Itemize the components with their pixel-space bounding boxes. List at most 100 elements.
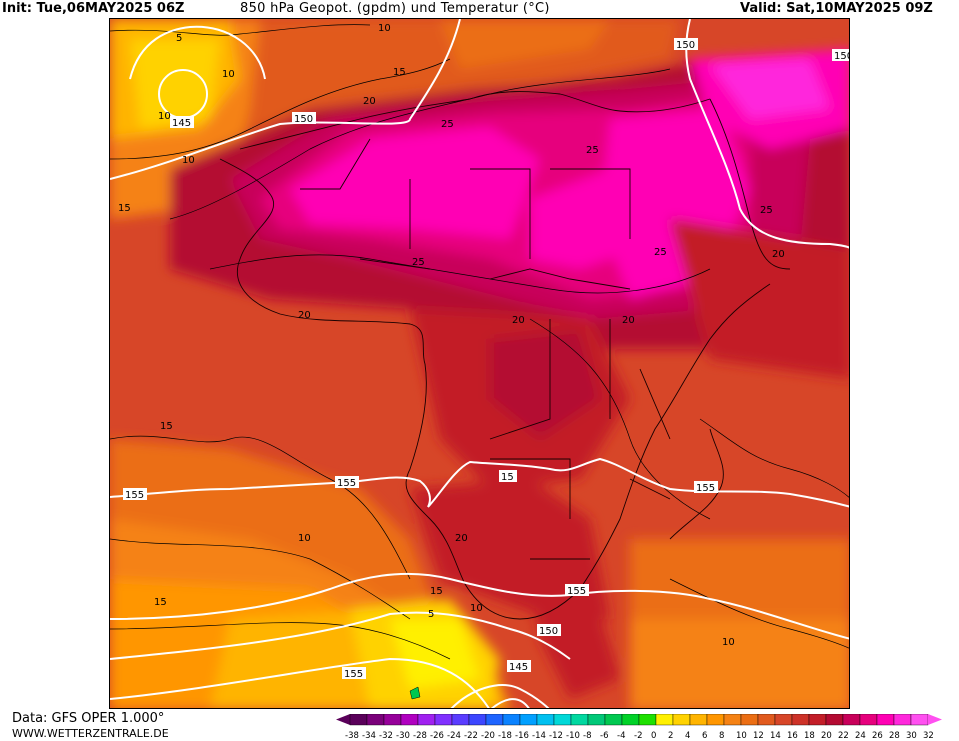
geo-label: 155	[335, 476, 359, 489]
data-source: Data: GFS OPER 1.000°	[12, 711, 165, 726]
temp-label: 25	[441, 119, 454, 130]
geo-label: 155	[694, 481, 718, 494]
temp-label: 15	[160, 421, 173, 432]
temp-label: 20	[363, 96, 376, 107]
scale-color-box	[417, 714, 436, 726]
temp-label: 15	[430, 586, 443, 597]
scale-tick-label: 20	[821, 731, 832, 741]
geo-label: 150	[832, 49, 850, 62]
temp-label: 25	[586, 145, 599, 156]
scale-color-box	[502, 714, 521, 726]
scale-tick-label: 8	[719, 731, 724, 741]
svg-text:150: 150	[294, 114, 313, 125]
temp-label: 10	[298, 533, 311, 544]
cold-spot	[409, 686, 421, 700]
scale-color-box	[757, 714, 776, 726]
scale-tick-label: -32	[379, 731, 393, 741]
scale-color-box	[604, 714, 623, 726]
scale-tick-label: -28	[413, 731, 427, 741]
scale-color-box	[536, 714, 555, 726]
website-link[interactable]: WWW.WETTERZENTRALE.DE	[12, 727, 169, 740]
scale-tick-label: 6	[702, 731, 707, 741]
temp-label: 20	[622, 315, 635, 326]
svg-text:145: 145	[509, 662, 528, 673]
scale-tick-label: 0	[651, 731, 656, 741]
scale-tick-label: -12	[549, 731, 563, 741]
geo-label: 155	[565, 584, 589, 597]
temperature-shading	[110, 19, 849, 708]
scale-color-box	[689, 714, 708, 726]
temp-label: 25	[654, 247, 667, 258]
scale-tick-label: 24	[855, 731, 866, 741]
temp-label: 10	[470, 603, 483, 614]
map-canvas: 145 150 150 150 155 155 155 155 150 145 …	[110, 19, 850, 708]
scale-tick-label: -4	[617, 731, 625, 741]
scale-color-box	[519, 714, 538, 726]
svg-text:155: 155	[567, 586, 586, 597]
temp-label: 10	[222, 69, 235, 80]
temperature-contours	[110, 24, 849, 660]
temp-label: 20	[455, 533, 468, 544]
scale-color-box	[842, 714, 861, 726]
geo-label: 150	[674, 38, 698, 51]
scale-tick-label: 18	[804, 731, 815, 741]
scale-color-box	[706, 714, 725, 726]
geo-label: 15	[499, 470, 517, 483]
init-time: Init: Tue,06MAY2025 06Z	[2, 1, 185, 16]
scale-tick-label: -22	[464, 731, 478, 741]
svg-text:150: 150	[834, 51, 850, 62]
scale-tick-label: -8	[583, 731, 591, 741]
scale-color-box	[740, 714, 759, 726]
scale-tick-label: -20	[481, 731, 495, 741]
scale-color-box	[859, 714, 878, 726]
scale-color-box	[723, 714, 742, 726]
scale-color-box	[468, 714, 487, 726]
scale-tick-label: 22	[838, 731, 849, 741]
temp-label: 25	[760, 205, 773, 216]
scale-color-box	[808, 714, 827, 726]
footer: Data: GFS OPER 1.000° WWW.WETTERZENTRALE…	[0, 710, 959, 741]
svg-text:145: 145	[172, 118, 191, 129]
temp-label: 20	[772, 249, 785, 260]
scale-tick-label: -14	[532, 731, 546, 741]
temp-label: 10	[722, 637, 735, 648]
temp-label: 5	[176, 33, 182, 44]
temp-label: 15	[154, 597, 167, 608]
temp-label: 10	[182, 155, 195, 166]
temp-label: 20	[298, 310, 311, 321]
scale-tick-label: -18	[498, 731, 512, 741]
geo-label: 145	[170, 116, 194, 129]
scale-color-box	[621, 714, 640, 726]
temp-label: 10	[378, 23, 391, 34]
scale-color-box	[366, 714, 385, 726]
scale-tick-label: 32	[923, 731, 934, 741]
temperature-labels: 5 10 15 10 15 20 25 25 25 25 20 20 20 25…	[118, 23, 785, 648]
scale-tick-label: 14	[770, 731, 781, 741]
scale-tick-label: -16	[515, 731, 529, 741]
scale-tick-label: 2	[668, 731, 673, 741]
svg-text:155: 155	[696, 483, 715, 494]
header-bar: Init: Tue,06MAY2025 06Z 850 hPa Geopot. …	[0, 0, 959, 18]
scale-arrow-right	[928, 714, 942, 725]
scale-tick-label: -26	[430, 731, 444, 741]
scale-tick-label: -2	[634, 731, 642, 741]
scale-tick-label: 30	[906, 731, 917, 741]
svg-text:155: 155	[125, 490, 144, 501]
scale-tick-label: -10	[566, 731, 580, 741]
temp-label: 20	[512, 315, 525, 326]
scale-color-box	[383, 714, 402, 726]
coastlines	[219, 91, 791, 620]
scale-color-box	[570, 714, 589, 726]
temp-label: 25	[412, 257, 425, 268]
scale-color-box	[553, 714, 572, 726]
scale-arrow-left	[336, 714, 350, 725]
weather-map[interactable]: 145 150 150 150 155 155 155 155 150 145 …	[109, 18, 850, 709]
scale-tick-label: -24	[447, 731, 461, 741]
scale-tick-label: -38	[345, 731, 359, 741]
scale-color-box	[825, 714, 844, 726]
geo-label: 155	[342, 667, 366, 680]
scale-color-box	[349, 714, 368, 726]
geo-label: 150	[537, 624, 561, 637]
svg-text:155: 155	[344, 669, 363, 680]
geo-label: 150	[292, 112, 316, 125]
